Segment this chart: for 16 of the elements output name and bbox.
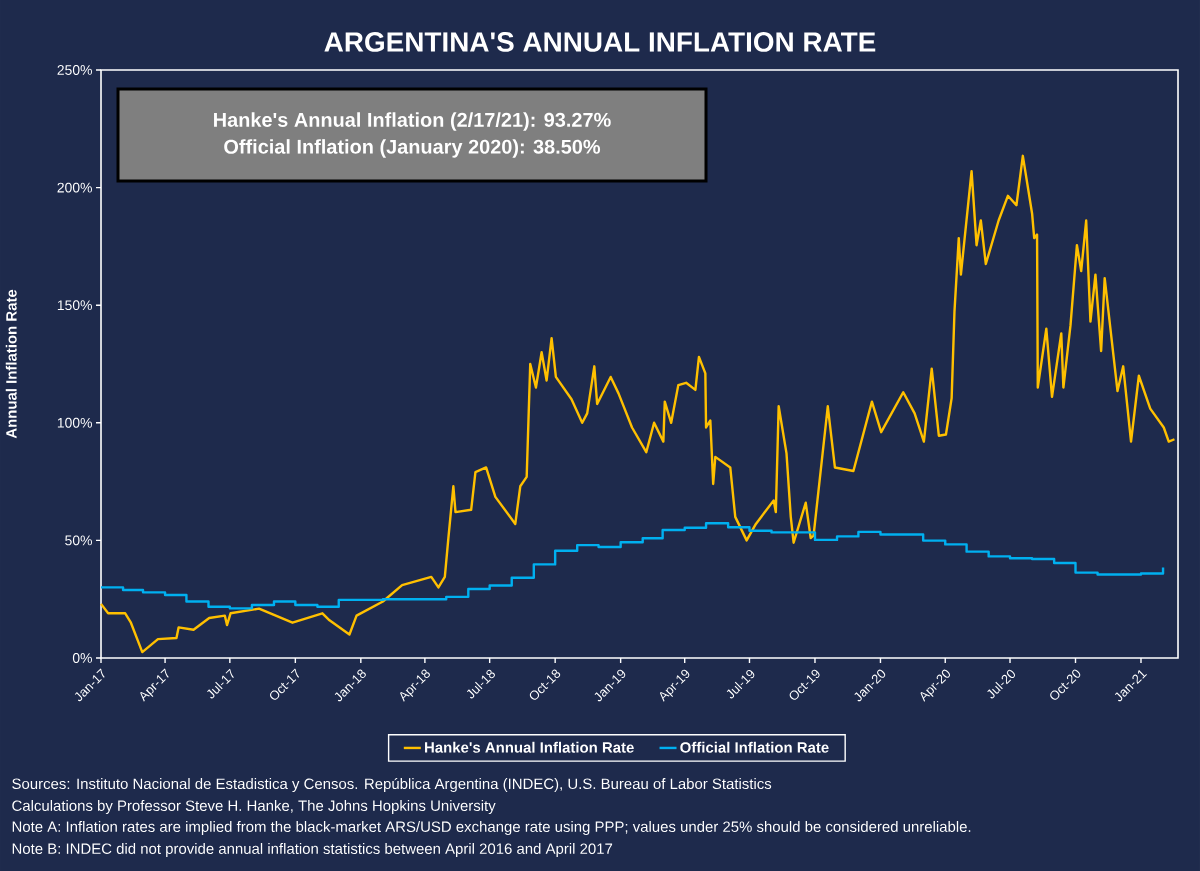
y-tick-label: 200%	[57, 182, 92, 193]
y-tick-label: 50%	[65, 535, 92, 546]
text: Note B: INDEC did not provide annual inflation statistics between April 2016 and April 2017	[12, 843, 613, 857]
annotation: Official Inflation (January 2020): 38.50%	[224, 139, 601, 158]
text: Calculations by Professor Steve H. Hanke, The Johns Hopkins University	[12, 800, 496, 814]
chart-title: ARGENTINA'S ANNUAL INFLATION RATE	[324, 32, 876, 52]
y-tick-label: 150%	[57, 300, 92, 311]
y-tick-label: 100%	[57, 417, 92, 428]
text: Note A: Inflation rates are implied from the black-market ARS/USD exchange rate using PPP; values under 25% should be considered unreliable.	[12, 821, 971, 835]
y-axis-title: Annual Inflation Rate	[5, 289, 17, 439]
annotation: Hanke's Annual Inflation (2/17/21): 93.27%	[214, 112, 611, 131]
y-tick-label: 250%	[57, 65, 92, 75]
y-tick-label: 0%	[72, 653, 92, 663]
legend-label: Official Inflation Rate	[680, 741, 829, 753]
legend-label: Hanke's Annual Inflation Rate	[425, 741, 634, 753]
source-note: Sources: Instituto Nacional de Estadistica y Censos. República Argentina (INDEC), U.S. Bureau of Labor Statistics	[12, 777, 772, 793]
